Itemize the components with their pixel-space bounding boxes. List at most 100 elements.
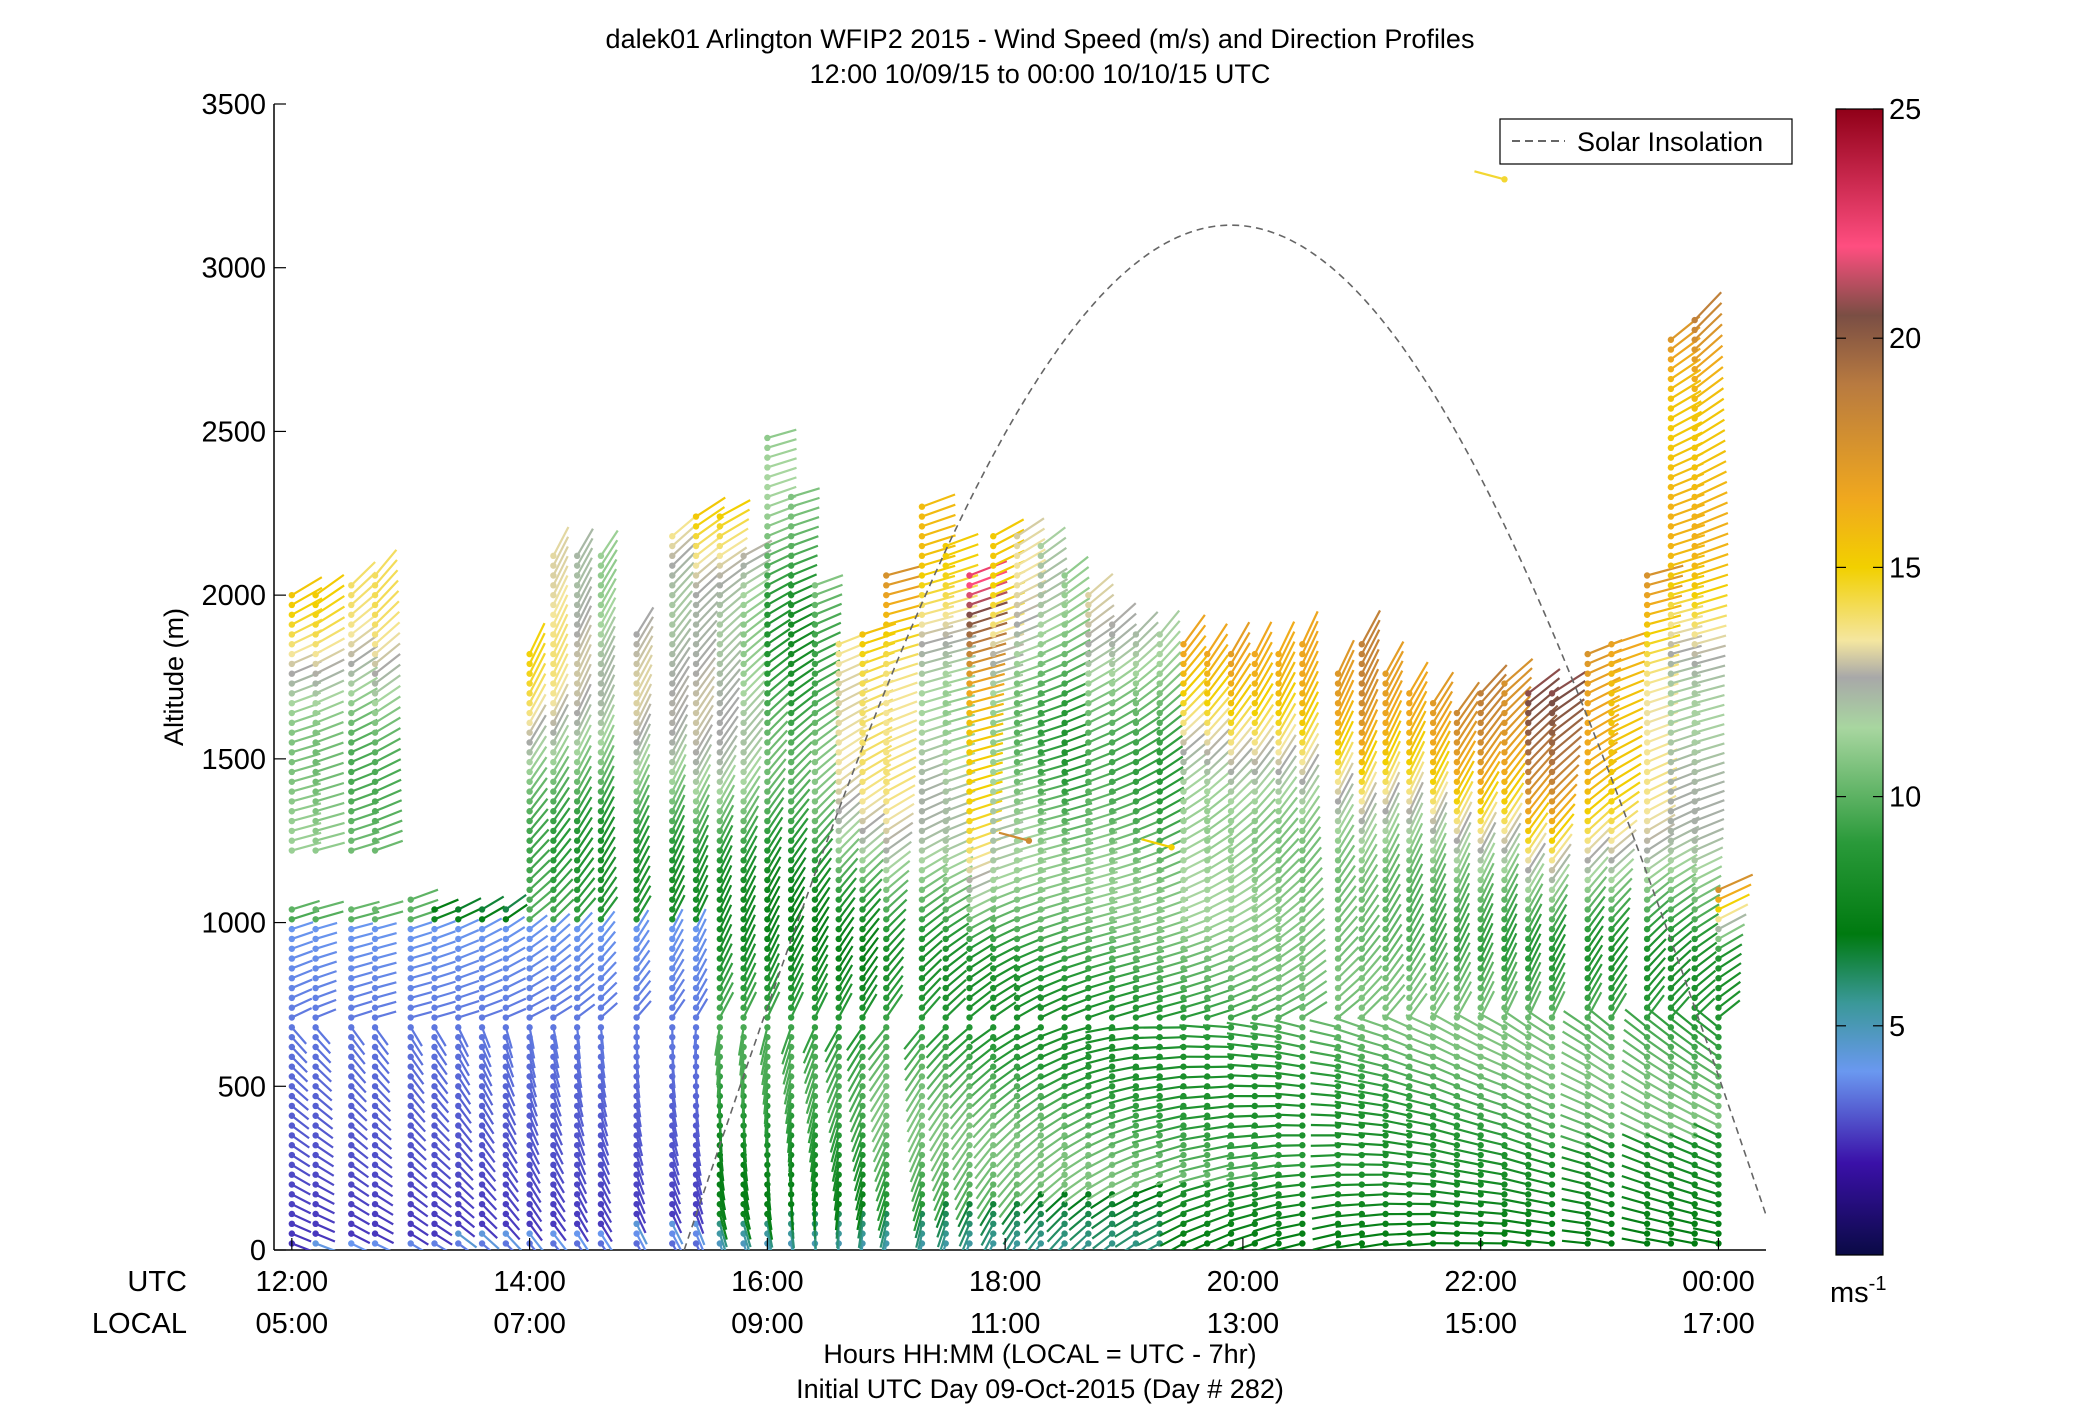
wind-barb-staff bbox=[350, 1163, 370, 1179]
wind-barb-point bbox=[716, 1014, 724, 1021]
wind-barb-point bbox=[1227, 1230, 1235, 1237]
wind-barb-point bbox=[1108, 857, 1116, 864]
wind-barb-staff bbox=[992, 944, 1019, 960]
wind-barb-point bbox=[526, 699, 533, 707]
wind-barb-staff bbox=[457, 1203, 475, 1219]
wind-barb-point bbox=[1227, 1024, 1235, 1031]
wind-barb-point bbox=[918, 513, 926, 520]
wind-barb-staff bbox=[1064, 812, 1093, 823]
wind-barb-point bbox=[371, 1112, 379, 1119]
wind-barb-point bbox=[1156, 768, 1163, 776]
wind-barb-point bbox=[407, 1033, 414, 1041]
wind-barb-staff bbox=[1064, 890, 1094, 901]
wind-barb-staff bbox=[1226, 1173, 1255, 1181]
wind-barb-point bbox=[633, 699, 640, 707]
wind-barb-point bbox=[371, 650, 379, 658]
wind-barb-staff bbox=[921, 958, 943, 980]
wind-barb-point bbox=[918, 552, 926, 560]
wind-barb-point bbox=[883, 660, 890, 668]
wind-barb-staff bbox=[1227, 1063, 1255, 1068]
wind-barb-staff bbox=[885, 690, 918, 705]
wind-barb-staff bbox=[855, 1194, 864, 1221]
wind-barb-point bbox=[407, 1073, 414, 1080]
wind-barb-point bbox=[1108, 788, 1116, 795]
wind-barb-point bbox=[348, 1240, 355, 1247]
wind-barb-point bbox=[312, 1033, 319, 1041]
wind-barb-point bbox=[1156, 1014, 1163, 1021]
wind-barb-staff bbox=[635, 855, 651, 881]
wind-barb-staff bbox=[599, 1115, 609, 1137]
wind-barb-point bbox=[716, 591, 724, 599]
wind-barb-point bbox=[942, 1161, 949, 1169]
wind-barb-staff bbox=[576, 537, 594, 567]
wind-barb-staff bbox=[1108, 1134, 1137, 1147]
wind-barb-staff bbox=[885, 879, 909, 901]
wind-barb-point bbox=[1251, 984, 1258, 992]
wind-barb-point bbox=[811, 857, 819, 864]
wind-barb-point bbox=[764, 768, 771, 776]
wind-barb-point bbox=[883, 896, 890, 903]
wind-barb-staff bbox=[552, 923, 571, 940]
wind-barb-staff bbox=[671, 1242, 678, 1250]
wind-barb-staff bbox=[867, 1026, 888, 1051]
wind-barb-staff bbox=[528, 1242, 537, 1250]
wind-barb-staff bbox=[505, 915, 526, 931]
wind-barb-point bbox=[859, 798, 866, 805]
wind-barb-staff bbox=[599, 1086, 608, 1108]
wind-barb-staff bbox=[1206, 664, 1230, 695]
wind-barb-staff bbox=[992, 539, 1025, 557]
wind-barb-staff bbox=[1062, 1134, 1089, 1152]
wind-barb-point bbox=[787, 562, 795, 569]
wind-barb-staff bbox=[1230, 694, 1253, 724]
wind-barb-staff bbox=[695, 638, 717, 665]
wind-barb-staff bbox=[1159, 989, 1188, 999]
wind-barb-staff bbox=[834, 1204, 840, 1231]
wind-barb-staff bbox=[1131, 1173, 1161, 1186]
wind-barb-staff bbox=[972, 1115, 995, 1139]
wind-barb-staff bbox=[1179, 1134, 1208, 1142]
wind-barb-staff bbox=[1111, 969, 1140, 980]
wind-barb-point bbox=[1061, 817, 1068, 825]
wind-barb-staff bbox=[291, 1242, 312, 1250]
wind-barb-point bbox=[669, 719, 676, 727]
wind-barb-staff bbox=[1062, 1144, 1089, 1162]
wind-barb-point bbox=[1204, 906, 1211, 913]
wind-barb-staff bbox=[766, 924, 780, 950]
wind-barb-staff bbox=[528, 869, 552, 891]
wind-barb-point bbox=[942, 808, 949, 815]
wind-barb-staff bbox=[921, 513, 956, 528]
wind-barb-staff bbox=[1087, 572, 1114, 596]
wind-barb-staff bbox=[695, 1223, 706, 1246]
wind-barb-point bbox=[526, 680, 533, 687]
wind-barb-point bbox=[990, 1210, 997, 1218]
wind-barb-staff bbox=[552, 1004, 573, 1019]
wind-barb-staff bbox=[599, 846, 617, 871]
wind-barb-staff bbox=[350, 634, 379, 655]
wind-barb-point bbox=[1180, 788, 1187, 795]
wind-barb-staff bbox=[921, 939, 943, 960]
wind-barb-staff bbox=[1108, 1173, 1137, 1189]
wind-barb-point bbox=[883, 719, 890, 727]
wind-barb-staff bbox=[814, 742, 839, 763]
wind-barb-point bbox=[288, 709, 296, 717]
wind-barb-point bbox=[526, 1210, 533, 1218]
wind-barb-point bbox=[740, 582, 747, 589]
wind-barb-point bbox=[1108, 896, 1116, 903]
wind-barb-point bbox=[764, 641, 771, 648]
wind-barb-staff bbox=[790, 525, 820, 538]
wind-barb-staff bbox=[1041, 1183, 1066, 1205]
wind-barb-staff bbox=[718, 952, 734, 979]
wind-barb-staff bbox=[635, 1000, 652, 1019]
wind-barb-staff bbox=[950, 1115, 971, 1140]
wind-barb-point bbox=[288, 1142, 296, 1149]
wind-barb-staff bbox=[635, 939, 651, 960]
wind-barb-staff bbox=[861, 965, 879, 989]
wind-barb-staff bbox=[824, 1026, 840, 1053]
wind-barb-staff bbox=[969, 761, 1004, 774]
wind-barb-staff bbox=[552, 953, 572, 970]
wind-barb-staff bbox=[1046, 1213, 1066, 1233]
wind-barb-staff bbox=[1108, 1183, 1137, 1199]
wind-barb-point bbox=[811, 886, 819, 894]
wind-barb-staff bbox=[718, 864, 733, 891]
wind-barb-staff bbox=[481, 1115, 495, 1135]
